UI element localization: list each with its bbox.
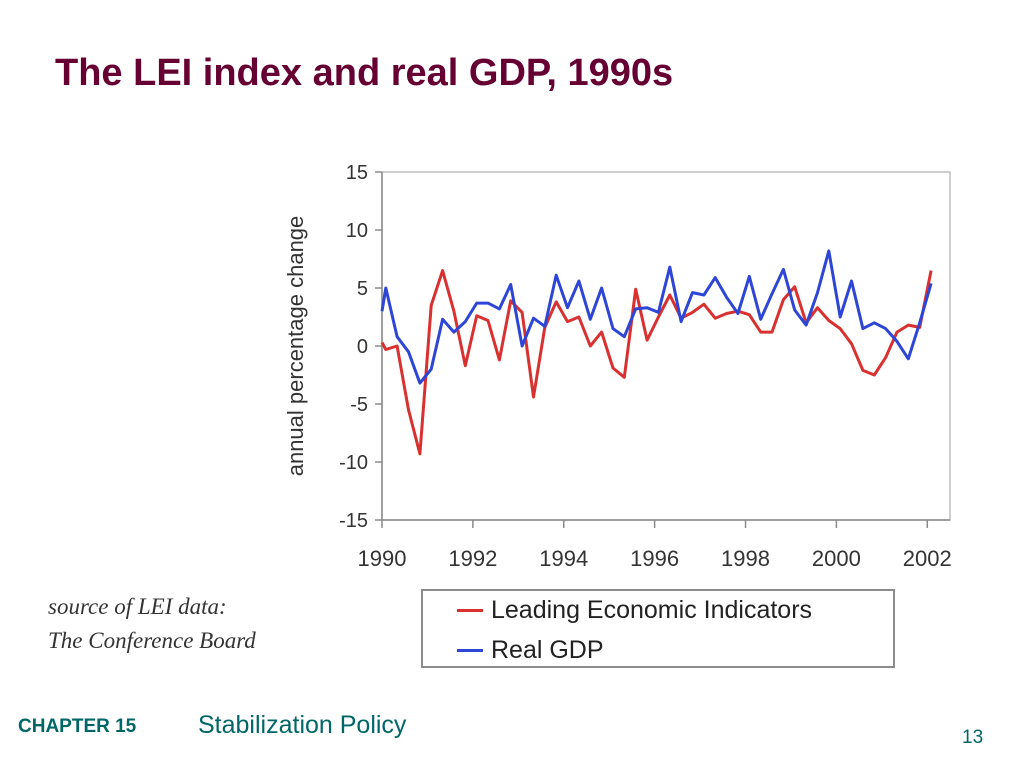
y-axis-label: annual percentage change (283, 216, 308, 477)
slide-title: The LEI index and real GDP, 1990s (55, 52, 674, 94)
legend-swatch-gdp (457, 648, 483, 652)
axis-ticks: 15 10 5 0 -5 -10 -15 1990 1992 1994 1996 1998 2000 20… (339, 162, 952, 571)
legend-item-lei: Leading Economic Indicators (457, 595, 812, 625)
y-tick-label: 10 (346, 220, 368, 242)
footer-chapter: CHAPTER 15 (18, 716, 137, 737)
series-lines (380, 249, 933, 456)
y-tick-label: -5 (350, 394, 368, 416)
plot-area-frame (381, 171, 951, 521)
legend-label-gdp: Real GDP (491, 635, 604, 664)
source-note-line-1: source of LEI data: (48, 594, 227, 619)
line-chart: 15 10 5 0 -5 -10 -15 1990 1992 1994 1996 1998 2000 20… (283, 162, 952, 571)
y-tick-label: -10 (339, 452, 368, 474)
series-line-gdp (380, 249, 933, 385)
y-tick-label: 15 (346, 162, 368, 184)
x-tick-label: 1992 (448, 546, 497, 571)
y-tick-label: -15 (339, 510, 368, 532)
legend-item-gdp: Real GDP (457, 635, 604, 665)
footer-topic: Stabilization Policy (198, 711, 407, 739)
x-tick-label: 1994 (539, 546, 588, 571)
y-tick-label: 0 (357, 336, 368, 358)
series-line-lei (380, 269, 933, 456)
chart-legend: Leading Economic Indicators Real GDP (421, 589, 895, 668)
y-tick-label: 5 (357, 278, 368, 300)
x-tick-label: 1998 (721, 546, 770, 571)
source-note: source of LEI data: The Conference Board (48, 590, 256, 658)
page-number: 13 (962, 727, 984, 748)
x-tick-label: 1996 (630, 546, 679, 571)
x-tick-label: 2002 (903, 546, 952, 571)
source-note-line-2: The Conference Board (48, 628, 256, 653)
legend-swatch-lei (457, 608, 483, 612)
x-tick-label: 2000 (812, 546, 861, 571)
x-tick-label: 1990 (358, 546, 407, 571)
legend-label-lei: Leading Economic Indicators (491, 595, 813, 624)
